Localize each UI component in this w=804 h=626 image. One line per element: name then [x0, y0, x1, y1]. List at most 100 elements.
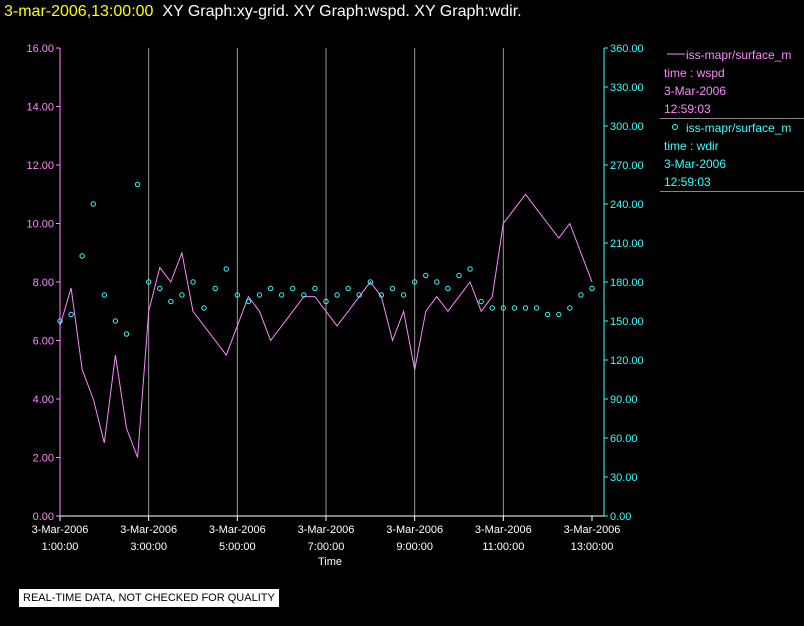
wdir-point [500, 305, 507, 311]
left-axis-tick-label: 10.00 [26, 219, 54, 231]
x-axis-tick-time: 7:00:00 [308, 541, 345, 553]
wdir-point [212, 285, 218, 292]
legend-entry-wspd: iss-mapr/surface_m time : wspd 3-Mar-200… [664, 46, 804, 118]
x-axis-tick-date: 3-Mar-2006 [386, 524, 443, 536]
left-axis-tick-label: 12.00 [26, 160, 54, 172]
wspd-line [59, 193, 593, 458]
x-axis-tick-time: 13:00:00 [571, 541, 614, 553]
right-axis-tick-label: 270.00 [610, 160, 644, 172]
legend-field: time : wdir [664, 139, 719, 153]
wdir-point [79, 253, 85, 259]
wdir-point [256, 292, 263, 298]
legend-date: 3-Mar-2006 [664, 84, 727, 98]
legend-time: 12:59:03 [664, 175, 711, 189]
x-axis-tick-date: 3-Mar-2006 [298, 524, 355, 536]
right-axis-tick-label: 300.00 [610, 121, 644, 133]
right-axis-tick-label: 90.00 [610, 394, 638, 406]
x-axis-tick-date: 3-Mar-2006 [564, 524, 621, 536]
wdir-point [190, 279, 196, 285]
wdir-point [423, 272, 429, 279]
wdir-point [134, 181, 141, 188]
wdir-point [234, 292, 241, 298]
wdir-point [334, 292, 340, 298]
legend-entry-wdir: iss-mapr/surface_m time : wdir 3-Mar-200… [664, 119, 804, 191]
right-axis-tick-label: 150.00 [610, 316, 644, 328]
wdir-point [367, 279, 374, 285]
right-axis-tick-label: 330.00 [610, 82, 644, 94]
wdir-point [68, 311, 74, 318]
wdir-point [101, 292, 108, 298]
chart-title: 3-mar-2006,13:00:00 XY Graph:xy-grid. XY… [4, 3, 522, 21]
x-axis-tick-time: 11:00:00 [482, 541, 524, 553]
x-axis-tick-time: 5:00:00 [219, 541, 256, 553]
wdir-point [589, 285, 595, 292]
right-axis-tick-label: 120.00 [610, 355, 644, 367]
right-axis-tick-label: 360.00 [610, 43, 644, 55]
legend-divider [660, 118, 804, 119]
legend-field: time : wspd [664, 66, 725, 80]
axes: 0.00 2.00 4.00 6.00 8.00 10.00 12.00 14.00 16.00… [26, 43, 643, 568]
right-axis-tick-label: 180.00 [610, 277, 644, 289]
vertical-grid [148, 48, 504, 516]
x-axis-tick-date: 3-Mar-2006 [209, 524, 266, 536]
wdir-point [544, 311, 551, 318]
legend-circle-icon [672, 124, 678, 130]
wdir-point [112, 318, 119, 324]
right-axis-tick-label: 0.00 [610, 511, 631, 523]
wdir-series [57, 181, 595, 337]
wdir-point [356, 292, 362, 298]
wdir-point [467, 266, 473, 272]
wdir-point [323, 298, 329, 305]
wdir-point [267, 285, 274, 292]
legend-name: iss-mapr/surface_m [686, 48, 792, 62]
wspd-series [59, 193, 593, 458]
wdir-point [278, 292, 285, 298]
wdir-point [90, 201, 96, 207]
x-axis-label: Time [318, 556, 342, 568]
wdir-point [522, 305, 529, 311]
wdir-point [567, 305, 573, 311]
legend: iss-mapr/surface_m time : wspd 3-Mar-200… [660, 46, 804, 192]
wdir-point [533, 305, 540, 311]
left-axis-tick-label: 6.00 [33, 336, 54, 348]
wdir-point [400, 292, 407, 298]
left-axis-tick-label: 4.00 [33, 394, 54, 406]
wdir-point [290, 285, 296, 292]
left-axis-tick-label: 16.00 [26, 43, 54, 55]
wdir-point [201, 305, 207, 311]
legend-date: 3-Mar-2006 [664, 157, 727, 171]
left-axis-tick-label: 2.00 [33, 453, 54, 465]
wdir-point [489, 305, 495, 311]
x-axis-tick-time: 9:00:00 [396, 541, 433, 553]
legend-line-icon [667, 53, 685, 55]
wdir-point [345, 285, 351, 292]
left-axis-tick-label: 14.00 [26, 102, 54, 114]
wdir-point [301, 292, 307, 298]
wdir-point [168, 298, 174, 305]
wdir-point [245, 298, 252, 305]
wdir-point [434, 279, 440, 285]
x-axis-tick-date: 3-Mar-2006 [32, 524, 89, 536]
legend-name: iss-mapr/surface_m [686, 121, 792, 135]
right-axis-tick-label: 240.00 [610, 199, 644, 211]
left-axis-tick-label: 0.00 [33, 511, 54, 523]
wdir-point [157, 285, 163, 292]
wdir-point [179, 292, 185, 298]
quality-notice: REAL-TIME DATA, NOT CHECKED FOR QUALITY [19, 589, 279, 607]
x-axis-tick-time: 1:00:00 [42, 541, 79, 553]
wdir-point [223, 266, 229, 272]
right-axis-tick-label: 210.00 [610, 238, 644, 250]
graph-names: XY Graph:xy-grid. XY Graph:wspd. XY Grap… [162, 3, 522, 20]
left-axis-tick-label: 8.00 [33, 277, 54, 289]
wdir-point [556, 311, 562, 318]
wdir-point [378, 292, 385, 298]
wdir-point [511, 305, 518, 311]
right-axis-tick-label: 60.00 [610, 433, 638, 445]
wdir-point [456, 272, 462, 279]
wdir-point [578, 292, 584, 298]
wdir-point [145, 279, 152, 285]
wdir-point [445, 285, 451, 292]
x-axis-tick-date: 3-Mar-2006 [120, 524, 177, 536]
wdir-point [123, 331, 130, 337]
